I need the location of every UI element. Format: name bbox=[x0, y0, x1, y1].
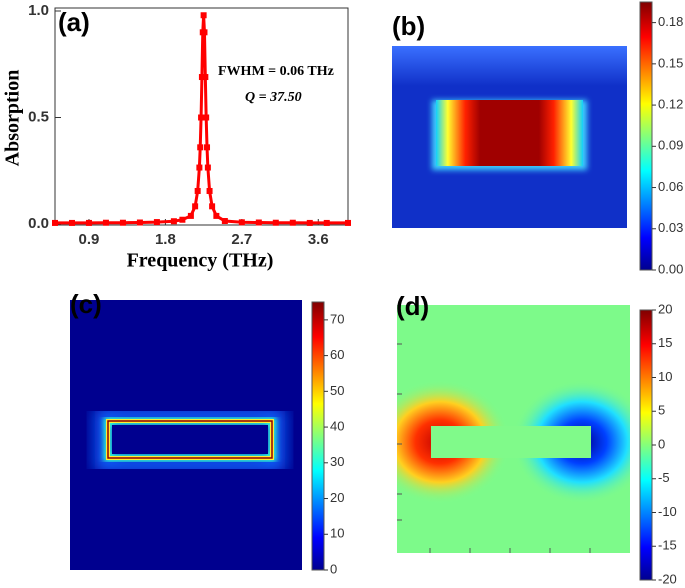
colorbar-tick-label: 40 bbox=[330, 419, 344, 434]
marker bbox=[102, 219, 109, 226]
field-map bbox=[392, 46, 627, 228]
colorbar-tick-label: 70 bbox=[330, 311, 344, 326]
marker bbox=[85, 219, 92, 226]
marker bbox=[202, 74, 209, 81]
colorbar-tick-label: 0.06 bbox=[658, 179, 683, 194]
marker bbox=[196, 164, 203, 171]
colorbar bbox=[639, 309, 653, 581]
x-tick-label: 2.7 bbox=[231, 231, 252, 248]
panel-label: (c) bbox=[70, 289, 102, 319]
marker bbox=[170, 218, 177, 225]
y-tick-label: 0.0 bbox=[28, 215, 49, 232]
panel-label: (b) bbox=[392, 11, 425, 41]
plot-frame bbox=[54, 7, 349, 226]
marker bbox=[52, 219, 58, 226]
y-tick-label: 1.0 bbox=[28, 2, 49, 19]
marker bbox=[197, 144, 204, 151]
marker bbox=[345, 219, 351, 226]
marker bbox=[203, 114, 210, 121]
x-tick-label: 1.8 bbox=[155, 231, 176, 248]
colorbar-tick-label: 20 bbox=[330, 490, 344, 505]
marker bbox=[204, 144, 211, 151]
colorbar-tick-label: 0.00 bbox=[658, 261, 683, 276]
marker bbox=[200, 12, 207, 19]
marker bbox=[198, 114, 205, 121]
y-tick-label: 0.5 bbox=[28, 108, 49, 125]
marker bbox=[119, 219, 126, 226]
x-tick-label: 0.9 bbox=[79, 231, 100, 248]
colorbar-tick-label: -15 bbox=[658, 538, 677, 553]
marker bbox=[187, 212, 194, 219]
series-line bbox=[55, 15, 348, 225]
marker bbox=[306, 219, 313, 226]
marker bbox=[209, 203, 216, 210]
x-axis-label: Frequency (THz) bbox=[127, 250, 274, 272]
marker bbox=[192, 203, 199, 210]
field-map bbox=[70, 300, 302, 570]
colorbar-tick-label: 0 bbox=[658, 436, 665, 451]
colorbar-tick-label: 0 bbox=[330, 561, 337, 576]
panel-label: (a) bbox=[58, 7, 90, 37]
marker bbox=[153, 219, 160, 226]
field-map bbox=[397, 305, 630, 553]
colorbar-tick-label: 0.03 bbox=[658, 220, 683, 235]
colorbar-tick-label: 0.15 bbox=[658, 55, 683, 70]
marker bbox=[272, 219, 279, 226]
colorbar-tick-label: -20 bbox=[658, 571, 677, 586]
marker bbox=[194, 187, 201, 194]
colorbar-tick-label: 5 bbox=[658, 403, 665, 418]
colorbar-tick-label: 0.09 bbox=[658, 138, 683, 153]
marker bbox=[136, 219, 143, 226]
marker bbox=[238, 219, 245, 226]
marker bbox=[221, 218, 228, 225]
marker bbox=[255, 219, 262, 226]
colorbar bbox=[311, 301, 325, 571]
marker bbox=[68, 219, 75, 226]
colorbar-tick-label: 20 bbox=[658, 301, 672, 316]
marker bbox=[201, 29, 208, 36]
marker bbox=[179, 216, 186, 223]
marker bbox=[323, 219, 330, 226]
colorbar-tick-label: -5 bbox=[658, 470, 670, 485]
colorbar-tick-label: 10 bbox=[658, 369, 672, 384]
colorbar-tick-label: -10 bbox=[658, 504, 677, 519]
x-tick-label: 3.6 bbox=[308, 231, 329, 248]
colorbar-tick-label: 15 bbox=[658, 335, 672, 350]
colorbar-tick-label: 30 bbox=[330, 454, 344, 469]
panel-label: (d) bbox=[396, 291, 429, 321]
marker bbox=[289, 219, 296, 226]
marker bbox=[213, 212, 220, 219]
colorbar-tick-label: 0.12 bbox=[658, 97, 683, 112]
colorbar-tick-label: 50 bbox=[330, 383, 344, 398]
annotation: FWHM = 0.06 THz bbox=[218, 64, 334, 79]
marker bbox=[204, 164, 211, 171]
colorbar-tick-label: 10 bbox=[330, 526, 344, 541]
colorbar-tick-label: 60 bbox=[330, 347, 344, 362]
colorbar bbox=[639, 1, 653, 271]
marker bbox=[206, 187, 213, 194]
marker bbox=[198, 74, 205, 81]
y-axis-label: Absorption bbox=[2, 70, 24, 167]
colorbar-tick-label: 0.18 bbox=[658, 14, 683, 29]
annotation: Q = 37.50 bbox=[245, 90, 302, 105]
